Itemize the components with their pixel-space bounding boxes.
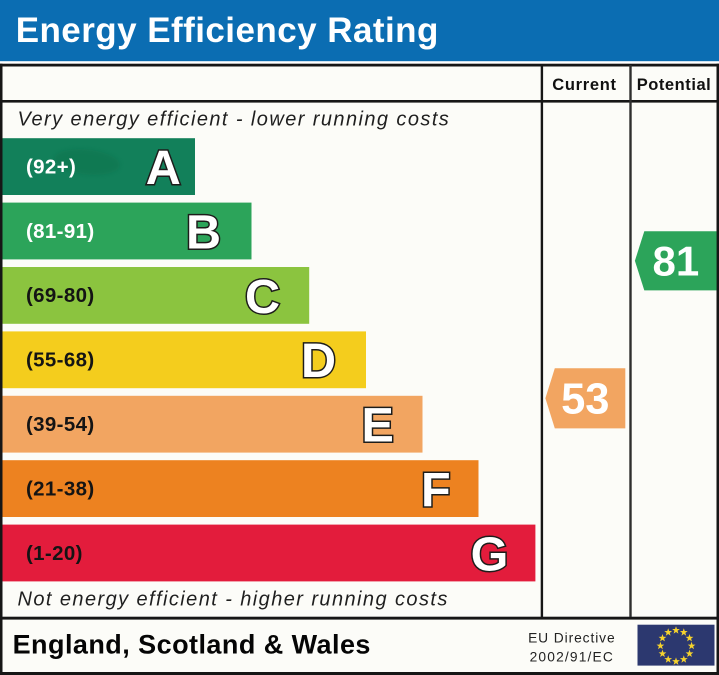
svg-text:F: F: [421, 463, 451, 517]
svg-text:E: E: [361, 399, 393, 453]
svg-text:G: G: [471, 527, 509, 581]
svg-text:(21-38): (21-38): [26, 477, 95, 500]
svg-text:53: 53: [561, 375, 609, 423]
svg-text:England, Scotland & Wales: England, Scotland & Wales: [13, 629, 371, 659]
svg-text:Not energy efficient - higher: Not energy efficient - higher running co…: [18, 588, 449, 610]
svg-text:(69-80): (69-80): [26, 284, 95, 307]
svg-text:C: C: [245, 270, 280, 324]
svg-text:A: A: [146, 141, 181, 195]
svg-text:(55-68): (55-68): [26, 349, 95, 372]
svg-text:D: D: [301, 334, 336, 388]
svg-text:(81-91): (81-91): [26, 220, 95, 243]
svg-text:(39-54): (39-54): [26, 413, 95, 436]
svg-text:Energy Efficiency Rating: Energy Efficiency Rating: [16, 11, 439, 50]
svg-text:Potential: Potential: [637, 76, 712, 94]
svg-text:EU Directive: EU Directive: [528, 630, 615, 645]
svg-text:(1-20): (1-20): [26, 542, 83, 565]
svg-text:Current: Current: [552, 76, 617, 94]
svg-text:Very energy efficient - lower: Very energy efficient - lower running co…: [18, 109, 451, 131]
svg-text:(92+): (92+): [26, 155, 76, 178]
svg-text:81: 81: [653, 237, 700, 284]
svg-text:2002/91/EC: 2002/91/EC: [530, 650, 614, 665]
svg-text:B: B: [186, 205, 221, 259]
